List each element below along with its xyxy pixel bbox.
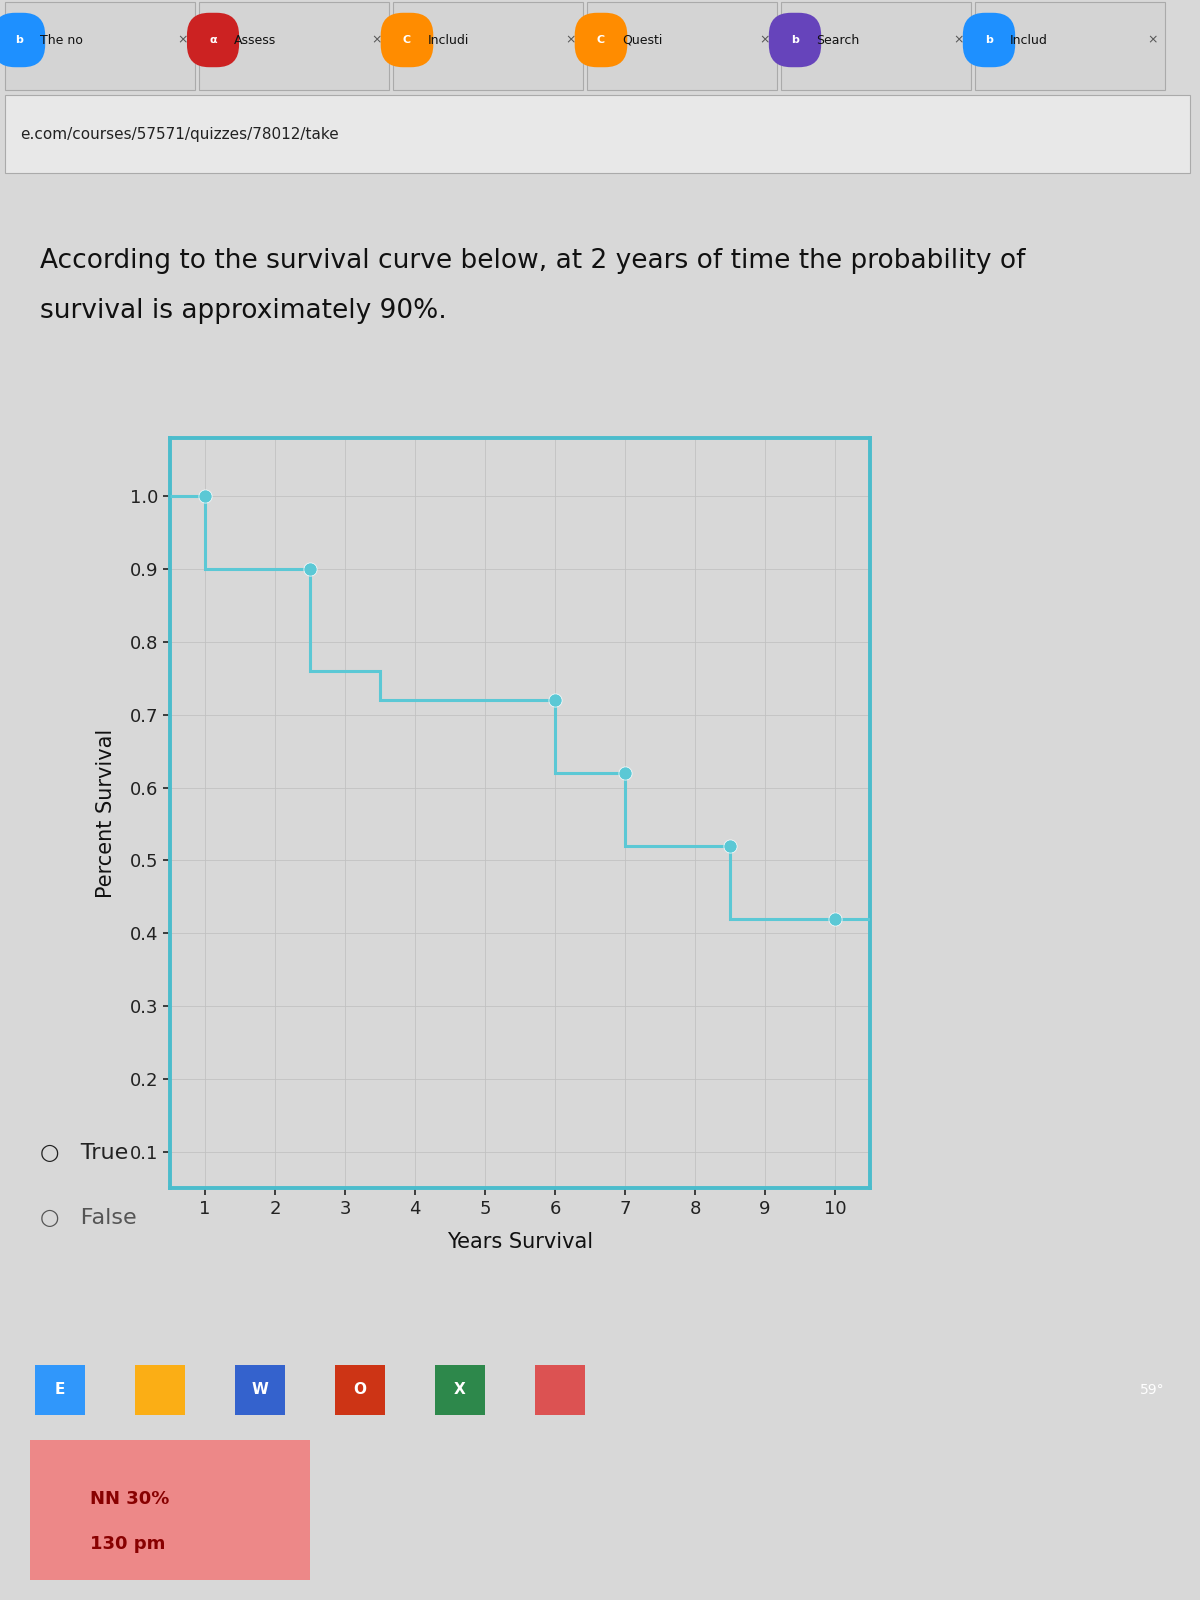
Bar [5, 94, 1190, 173]
Text: ×: × [371, 34, 382, 46]
Bar [235, 1365, 286, 1414]
Text: NN 30%: NN 30% [90, 1490, 169, 1507]
Point [826, 906, 845, 931]
Text: Questi: Questi [622, 34, 662, 46]
Bar [781, 2, 971, 90]
Bar [974, 2, 1165, 90]
Text: Includi: Includi [428, 34, 469, 46]
Text: C: C [403, 35, 412, 45]
Bar [134, 1365, 185, 1414]
Bar [394, 2, 583, 90]
Text: O: O [354, 1382, 366, 1397]
Text: According to the survival curve below, at 2 years of time the probability of: According to the survival curve below, a… [40, 248, 1026, 274]
X-axis label: Years Survival: Years Survival [446, 1232, 593, 1251]
Text: C: C [596, 35, 605, 45]
Text: b: b [985, 35, 992, 45]
Text: E: E [55, 1382, 65, 1397]
Bar [436, 1365, 485, 1414]
Text: Search: Search [816, 34, 859, 46]
Text: X: X [454, 1382, 466, 1397]
Point [196, 483, 215, 509]
Text: Assess: Assess [234, 34, 276, 46]
Bar [335, 1365, 385, 1414]
Y-axis label: Percent Survival: Percent Survival [96, 728, 116, 898]
Text: ×: × [1147, 34, 1158, 46]
Point [300, 557, 319, 582]
Bar [535, 1365, 586, 1414]
Text: ○   True: ○ True [40, 1142, 128, 1163]
Text: W: W [252, 1382, 269, 1397]
Bar [587, 2, 778, 90]
Text: The no: The no [40, 34, 83, 46]
Text: survival is approximately 90%.: survival is approximately 90%. [40, 298, 446, 323]
Text: α: α [209, 35, 217, 45]
Point [546, 688, 565, 714]
Text: 130 pm: 130 pm [90, 1534, 166, 1554]
Text: Includ: Includ [1010, 34, 1048, 46]
Text: b: b [16, 35, 23, 45]
Text: ×: × [953, 34, 964, 46]
Text: ×: × [760, 34, 769, 46]
Bar [199, 2, 389, 90]
Bar [5, 2, 194, 90]
Point [616, 760, 635, 786]
Text: b: b [791, 35, 799, 45]
Text: ○   False: ○ False [40, 1208, 137, 1229]
Text: ×: × [178, 34, 187, 46]
Text: 59°: 59° [1140, 1382, 1165, 1397]
Text: e.com/courses/57571/quizzes/78012/take: e.com/courses/57571/quizzes/78012/take [20, 126, 338, 141]
Text: ×: × [565, 34, 576, 46]
Bar [35, 1365, 85, 1414]
Point [720, 834, 739, 859]
Bar [30, 1440, 310, 1581]
